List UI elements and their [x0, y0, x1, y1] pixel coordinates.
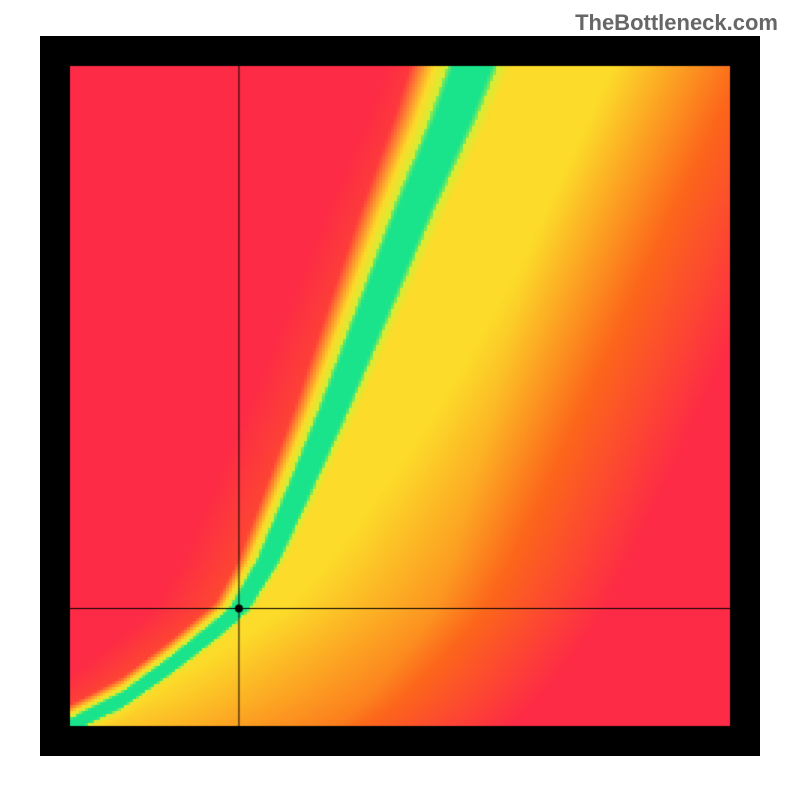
heatmap-canvas	[40, 36, 760, 756]
heatmap-chart	[40, 36, 760, 756]
site-watermark: TheBottleneck.com	[575, 10, 778, 36]
